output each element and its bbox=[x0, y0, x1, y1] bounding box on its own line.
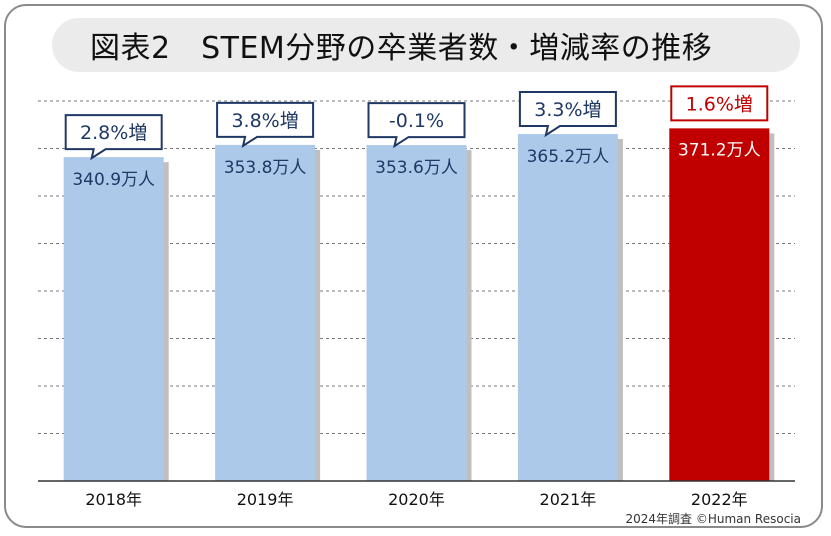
chart-title: 図表2 STEM分野の卒業者数・増減率の推移 bbox=[90, 31, 713, 66]
change-callout-box bbox=[367, 102, 466, 149]
bar bbox=[366, 145, 467, 481]
change-callout-box bbox=[518, 91, 617, 138]
change-callout-box bbox=[216, 101, 315, 149]
bars bbox=[63, 128, 775, 482]
bar-value-label: 371.2万人 bbox=[678, 140, 761, 160]
x-tick-label: 2018年 bbox=[85, 490, 142, 509]
bar bbox=[517, 134, 618, 481]
change-label: 1.6%増 bbox=[686, 93, 753, 115]
title-banner: 図表2 STEM分野の卒業者数・増減率の推移 bbox=[52, 18, 800, 72]
change-label: 3.8%増 bbox=[231, 110, 298, 132]
bar-value-label: 353.8万人 bbox=[224, 158, 307, 178]
x-tick-label: 2019年 bbox=[237, 490, 294, 509]
bar-value-label: 365.2万人 bbox=[527, 147, 610, 167]
change-label: 2.8%増 bbox=[80, 122, 147, 144]
bar-value-label: 353.6万人 bbox=[375, 158, 458, 178]
bar bbox=[669, 128, 770, 482]
change-label: 3.3%増 bbox=[534, 99, 601, 121]
change-label: -0.1% bbox=[389, 110, 444, 132]
bar bbox=[215, 144, 316, 481]
x-tick-label: 2020年 bbox=[388, 490, 445, 509]
bar-value-label: 340.9万人 bbox=[72, 170, 155, 190]
bar bbox=[63, 157, 164, 481]
footer-credit: 2024年調査 ©Human Resocia bbox=[625, 512, 801, 526]
change-callout-box bbox=[670, 85, 769, 122]
change-callout-box bbox=[64, 114, 163, 161]
x-tick-label: 2022年 bbox=[691, 490, 748, 509]
x-tick-label: 2021年 bbox=[540, 490, 597, 509]
labels: 340.9万人 2.8%増 2018年 353.8万人 3.8%増 2019年 353.6万… bbox=[64, 85, 769, 509]
